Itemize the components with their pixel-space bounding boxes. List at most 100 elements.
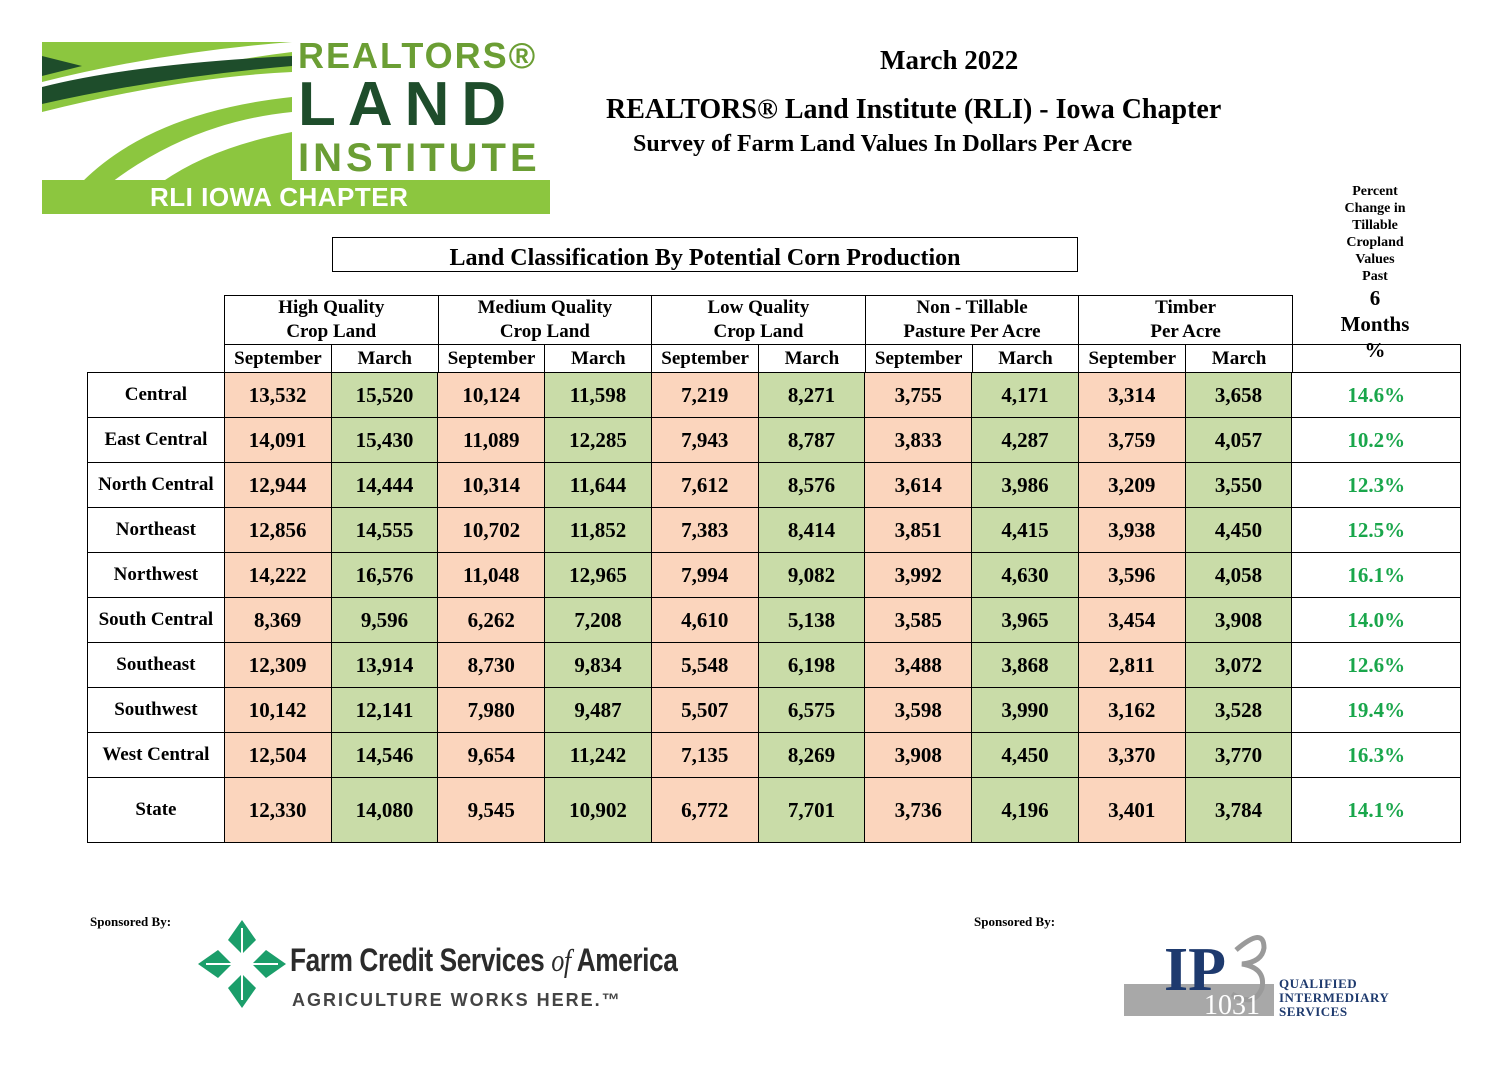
region-label: East Central [87,417,225,463]
march-value: 12,141 [330,687,439,733]
september-value: 3,585 [864,597,973,643]
table-row: East Central 14,091 15,430 11,089 12,285 7,94… [87,417,1461,463]
september-value: 10,314 [437,462,546,508]
classification-title: Land Classification By Potential Corn Pr… [332,237,1078,272]
september-value: 12,856 [223,507,332,553]
pct-head-line: Change in [1344,201,1406,216]
group-line: Timber [1155,297,1217,318]
march-value: 7,208 [544,597,652,643]
march-value: 4,171 [971,372,1079,418]
september-value: 3,755 [864,372,973,418]
subheader-march: March [330,344,439,373]
september-value: 3,370 [1077,732,1186,778]
september-value: 7,994 [650,552,759,598]
group-line: High Quality [278,297,385,318]
group-line: Crop Land [713,321,804,342]
march-value: 9,082 [757,552,866,598]
percent-header-spacer [1291,295,1461,345]
september-value: 7,383 [650,507,759,553]
farm-credit-name: Farm Credit Services of America [290,942,678,979]
sponsor-label: Sponsored By: [974,914,1056,929]
group-header-pasture: Non - Tillable Pasture Per Acre [864,295,1080,345]
september-value: 11,089 [437,417,546,463]
march-value: 3,990 [971,687,1079,733]
region-label: South Central [87,597,225,643]
ipe-1031-logo: IP 1031 [1124,935,1274,1020]
subheader-march: March [758,344,866,373]
percent-change-value: 12.5% [1291,507,1461,553]
march-value: 8,787 [757,417,866,463]
percent-change-value: 16.1% [1291,552,1461,598]
september-value: 3,314 [1077,372,1186,418]
farm-credit-leaf-icon [198,920,286,1008]
march-value: 11,242 [544,732,652,778]
march-value: 15,430 [330,417,439,463]
march-value: 8,271 [757,372,866,418]
march-value: 12,965 [544,552,652,598]
table-row: Central 13,532 15,520 10,124 11,598 7,219 8,27… [87,372,1461,418]
september-value: 14,222 [223,552,332,598]
september-value: 6,262 [437,597,546,643]
region-label: Southeast [87,642,225,688]
september-value: 10,702 [437,507,546,553]
september-value: 3,454 [1077,597,1186,643]
september-value: 3,401 [1077,777,1186,843]
march-value: 10,902 [544,777,652,843]
chapter-banner: RLI IOWA CHAPTER [42,180,550,214]
september-value: 5,548 [650,642,759,688]
column-header-table: High Quality Crop Land Medium Quality Crop… [224,295,1462,373]
percent-change-value: 14.1% [1291,777,1461,843]
march-value: 15,520 [330,372,439,418]
march-value: 3,770 [1184,732,1293,778]
fcs-name-part: America [570,942,678,978]
march-value: 4,196 [971,777,1079,843]
group-line: Crop Land [286,321,377,342]
subheader-september: September [437,344,546,373]
ipe-tag-line: INTERMEDIARY [1279,990,1390,1005]
report-date: March 2022 [880,45,1019,75]
table-row: South Central 8,369 9,596 6,262 7,208 4,610 5,… [87,597,1461,643]
march-value: 11,644 [544,462,652,508]
group-header-timber: Timber Per Acre [1078,295,1293,345]
march-value: 9,834 [544,642,652,688]
group-header-high: High Quality Crop Land [224,295,439,345]
september-value: 3,992 [864,552,973,598]
ipe-tagline: QUALIFIED INTERMEDIARY SERVICES [1279,977,1389,1019]
september-value: 12,504 [223,732,332,778]
percent-change-value: 12.3% [1291,462,1461,508]
september-value: 10,142 [223,687,332,733]
september-value: 10,124 [437,372,546,418]
september-value: 14,091 [223,417,332,463]
report-subtitle: Survey of Farm Land Values In Dollars Pe… [633,131,1133,157]
march-value: 9,487 [544,687,652,733]
march-value: 3,528 [1184,687,1293,733]
march-value: 3,908 [1184,597,1293,643]
september-value: 3,833 [864,417,973,463]
subheader-september: September [1078,344,1187,373]
september-value: 5,507 [650,687,759,733]
percent-change-value: 12.6% [1291,642,1461,688]
table-row: State 12,330 14,080 9,545 10,902 6,772 7,701 3,… [87,777,1461,843]
september-value: 13,532 [223,372,332,418]
march-value: 14,080 [330,777,439,843]
september-value: 7,980 [437,687,546,733]
ipe-number: 1031 [1204,990,1260,1020]
september-value: 3,488 [864,642,973,688]
percent-change-value: 19.4% [1291,687,1461,733]
pct-head-line: Cropland [1346,235,1404,250]
march-value: 3,550 [1184,462,1293,508]
ipe-tag-line: QUALIFIED [1279,976,1358,991]
logo-line-realtors: REALTORS® [298,35,538,76]
march-value: 8,576 [757,462,866,508]
region-label: State [87,777,225,843]
march-value: 3,986 [971,462,1079,508]
subheader-september: September [224,344,332,373]
september-value: 4,610 [650,597,759,643]
rli-logo-wordmark: REALTORS® LAND INSTITUTE [298,35,568,179]
subheader-percent-spacer [1291,344,1462,373]
march-value: 7,701 [757,777,866,843]
september-value: 12,309 [223,642,332,688]
group-line: Non - Tillable [916,297,1028,318]
ipe-mark: IP [1164,936,1226,1004]
march-value: 8,269 [757,732,866,778]
